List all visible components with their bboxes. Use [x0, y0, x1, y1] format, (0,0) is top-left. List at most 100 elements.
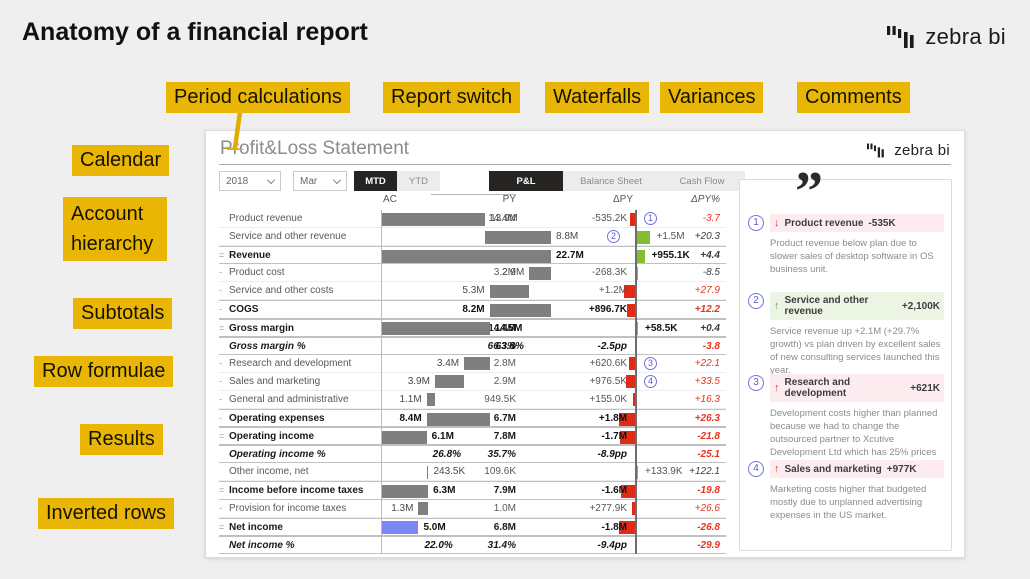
ac-value: 8.4M — [399, 413, 422, 425]
row-prefix: - — [219, 413, 222, 424]
row-label: Service and other costs — [229, 285, 334, 297]
variance-bar — [626, 375, 635, 389]
arrow-up-icon: ↑ — [774, 382, 780, 394]
row-label: Income before income taxes — [229, 485, 364, 497]
ac-bar — [381, 484, 429, 498]
variance-pct-value: -29.9 — [697, 539, 720, 551]
comment-text: Marketing costs higher that budgeted mos… — [770, 484, 927, 522]
comment-body: ↑ Service and other revenue +2,100K Service… — [770, 292, 944, 377]
comment-number-badge[interactable]: 4 — [748, 461, 764, 477]
variance-pct-value: +22.1 — [694, 357, 720, 369]
table-row: - General and administrative 949.5K 1.1M +15… — [219, 391, 726, 410]
row-label: Operating income % — [229, 449, 326, 461]
variance-bar — [636, 230, 650, 244]
variance-pct-value: -25.1 — [697, 449, 720, 461]
column-header-py: PY — [502, 194, 516, 205]
variance-bar — [636, 322, 638, 336]
row-label: COGS — [229, 304, 259, 316]
py-value: 949.5K — [484, 393, 516, 405]
variance-marker[interactable]: 4 — [644, 374, 657, 388]
row-label: Net income % — [229, 539, 295, 551]
ac-value: 14.5M — [494, 322, 523, 334]
variance-value: +976.5K — [589, 375, 627, 387]
py-value: 2.8M — [493, 357, 516, 369]
zebra-bi-logo: zebra bi — [887, 24, 1006, 50]
ac-bar — [489, 303, 551, 317]
report-tab-pnl[interactable]: P&L — [489, 171, 563, 191]
row-label: Product revenue — [229, 213, 303, 224]
variance-pct-value: -3.7 — [702, 213, 720, 224]
comment-text: Development costs higher than planned be… — [770, 408, 938, 459]
variance-bar — [626, 303, 635, 317]
zebra-bi-bars-icon — [887, 24, 917, 50]
row-label: Gross margin — [229, 322, 295, 334]
variance-bar — [619, 430, 635, 444]
variance-pct-value: -3.8 — [702, 340, 720, 352]
comment-account-name: Sales and marketing — [784, 463, 882, 475]
callout-report-switch: Report switch — [383, 82, 521, 113]
variance-marker[interactable]: 3 — [644, 356, 657, 370]
row-prefix: = — [219, 485, 225, 496]
row-prefix: - — [219, 267, 222, 278]
py-header-underline — [431, 194, 516, 195]
ac-value: 26.8% — [432, 449, 462, 461]
ac-bar — [485, 230, 551, 244]
table-row: = Operating income 7.8M 6.1M -1.7M -21.8 — [219, 427, 726, 446]
variance-bar — [636, 465, 638, 479]
variance-pct-value: +0.4 — [700, 322, 720, 334]
ac-bar — [426, 465, 429, 479]
variance-bar — [618, 521, 635, 535]
variance-pct-value: +33.5 — [694, 375, 720, 387]
py-value: 31.4% — [487, 539, 516, 551]
comment-item: 4 ↑ Sales and marketing +977K Marketing cost… — [748, 460, 944, 522]
row-label: Service and other revenue — [229, 231, 347, 243]
callout-inverted-rows: Inverted rows — [38, 498, 175, 529]
row-prefix: = — [219, 521, 225, 532]
variance-value: +1.2M — [598, 285, 627, 297]
variance-bar — [620, 484, 635, 498]
arrow-up-icon: ↑ — [774, 300, 780, 312]
table-row: - Provision for income taxes 1.0M 1.3M +277.… — [219, 500, 726, 518]
month-dropdown[interactable]: Mar — [293, 171, 347, 191]
comment-variance-value: +2,100K — [901, 300, 940, 312]
comment-number-badge[interactable]: 1 — [748, 215, 764, 231]
variance-marker[interactable]: 1 — [644, 212, 657, 225]
comment-number-badge[interactable]: 3 — [748, 375, 764, 391]
callout-period-calculations: Period calculations — [166, 82, 350, 113]
variance-bar — [636, 266, 639, 280]
table-row: - Product cost 3.2M 2.9M -268.3K -8.5 — [219, 264, 726, 283]
variance-pct-value: +4.4 — [700, 250, 720, 262]
variance-marker[interactable]: 2 — [607, 230, 620, 244]
comment-variance-value: +977K — [886, 463, 917, 475]
comment-number-badge[interactable]: 2 — [748, 293, 764, 309]
py-value: 6.8M — [493, 521, 516, 533]
report-title: Profit&Loss Statement — [220, 138, 410, 159]
table-row: = Gross margin 14.4M 14.5M +58.5K +0.4 — [219, 318, 726, 337]
variance-pct-value: -8.5 — [702, 267, 720, 279]
period-toggle-ytd[interactable]: YTD — [397, 171, 440, 191]
callout-comments: Comments — [797, 82, 910, 113]
variance-pct-value: -19.8 — [697, 485, 720, 497]
report-tab-cash-flow[interactable]: Cash Flow — [659, 171, 745, 191]
comment-variance-value: +621K — [910, 382, 940, 394]
callout-subtotals: Subtotals — [73, 298, 173, 329]
comment-variance-value: -535K — [868, 217, 896, 229]
period-toggle-mtd[interactable]: MTD — [354, 171, 397, 191]
py-value: 7.8M — [493, 431, 516, 443]
py-value: 66.3% — [487, 340, 516, 352]
page-title: Anatomy of a financial report — [22, 18, 368, 46]
report-tab-balance-sheet[interactable]: Balance Sheet — [563, 171, 659, 191]
ac-bar — [426, 412, 490, 426]
variance-value: +896.7K — [588, 304, 627, 316]
callout-account-hierarchy: Account hierarchy — [63, 197, 167, 261]
column-header-dpy: ΔPY — [612, 194, 633, 205]
pnl-table: PY AC ΔPY ΔPY% Product revenue 14.4M 13.9M… — [219, 193, 726, 555]
ac-value: 3.4M — [436, 357, 460, 369]
variance-value: -8.9pp — [597, 449, 627, 461]
row-prefix: - — [219, 304, 222, 315]
table-row: -Service and other costs4.2M5.3M+1.2M+27… — [219, 282, 726, 301]
py-value: 3.2M — [493, 267, 516, 279]
table-row: = Net income 6.8M 5.0M -1.8M -26.8 — [219, 517, 726, 536]
year-dropdown[interactable]: 2018 — [219, 171, 281, 191]
row-prefix: - — [219, 357, 222, 368]
